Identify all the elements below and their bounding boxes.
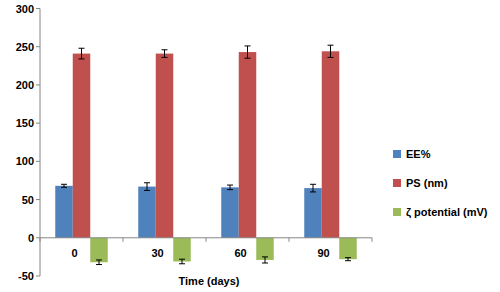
error-bar [227, 185, 233, 190]
bar [304, 188, 322, 238]
legend-entry: ζ potential (mV) [393, 206, 488, 219]
legend-label: ζ potential (mV) [406, 206, 488, 219]
error-bar [345, 258, 351, 261]
x-axis-label: Time (days) [179, 275, 240, 287]
y-tick [36, 46, 40, 47]
legend-label: EE% [406, 148, 431, 160]
legend-swatch [393, 150, 401, 158]
x-tick [123, 238, 124, 242]
y-tick-label: 200 [16, 79, 34, 91]
y-tick-label: 0 [28, 232, 34, 244]
y-tick [36, 237, 40, 238]
bar [339, 238, 357, 259]
chart: -50 0 50 100 150 200 250 300 0 30 60 90 Time (days) E… [0, 0, 500, 292]
y-tick [36, 161, 40, 162]
error-bar [245, 46, 251, 58]
x-tick [206, 238, 207, 242]
x-tick [40, 238, 41, 242]
error-bar [328, 45, 334, 57]
y-tick-label: 100 [16, 155, 34, 167]
y-tick [36, 199, 40, 200]
error-bar [79, 48, 85, 59]
error-bar [162, 50, 168, 58]
error-bar [96, 260, 102, 265]
error-bar [61, 184, 67, 187]
legend-swatch [393, 208, 401, 216]
y-tick-label: -50 [18, 270, 34, 282]
y-tick-label: 300 [16, 3, 34, 15]
y-tick [36, 8, 40, 9]
x-tick-label: 60 [234, 247, 246, 259]
legend-entry: EE% [393, 148, 431, 160]
y-axis [40, 9, 41, 277]
bar [256, 238, 274, 260]
bar [173, 238, 191, 262]
y-tick-label: 150 [16, 117, 34, 129]
x-tick [372, 238, 373, 242]
error-bar [262, 257, 268, 263]
y-tick-label: 250 [16, 41, 34, 53]
bar [156, 54, 174, 238]
y-tick [36, 123, 40, 124]
y-tick [36, 84, 40, 85]
bar [322, 51, 340, 237]
bars [55, 45, 357, 264]
error-bar [144, 183, 150, 191]
error-bar [310, 184, 316, 192]
bar [138, 187, 156, 238]
legend-entry: PS (nm) [393, 177, 448, 189]
y-tick-label: 50 [22, 194, 34, 206]
x-tick [289, 238, 290, 242]
x-tick-label: 30 [151, 247, 163, 259]
bar [90, 238, 108, 262]
y-tick [36, 276, 40, 277]
bar [221, 187, 239, 237]
legend-swatch [393, 179, 401, 187]
error-bar [179, 259, 185, 264]
bar [239, 52, 257, 238]
bar [73, 54, 91, 238]
bar [55, 186, 73, 238]
x-tick-label: 90 [317, 247, 329, 259]
x-tick-label: 0 [71, 247, 77, 259]
legend-label: PS (nm) [406, 177, 448, 189]
